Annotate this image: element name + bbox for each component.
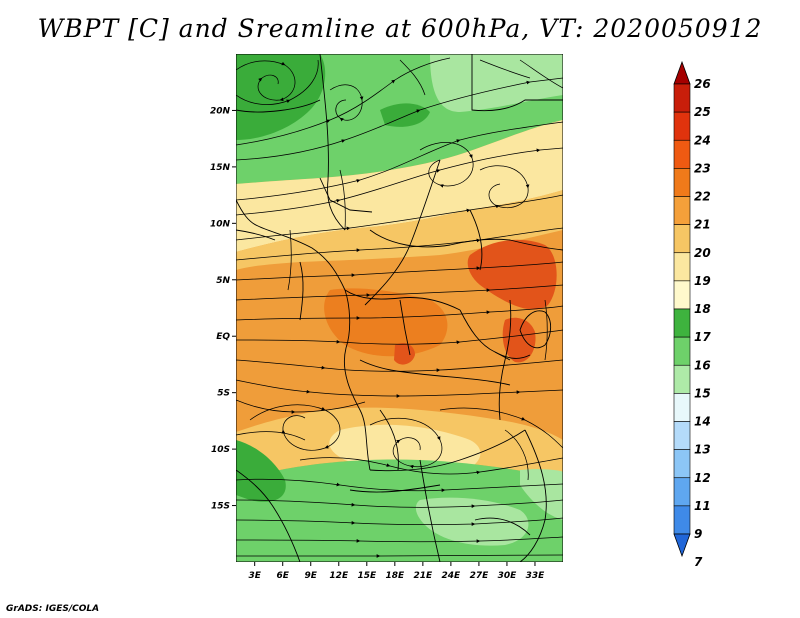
lat-tick-label: 10N [210,219,231,229]
lon-tick-label: 24E [442,571,462,581]
wbpt-core-red-lake [502,317,536,363]
lon-tick-label: 6E [277,571,290,581]
colorbar-swatch [673,168,691,197]
colorbar-label: 25 [694,105,711,119]
lon-tick-label: 30E [498,571,518,581]
colorbar-swatch [673,364,691,394]
lat-tick-label: 15N [210,163,231,173]
map-title: WBPT [C] and Sreamline at 600hPa, VT: 20… [37,14,763,43]
colorbar-label: 22 [694,190,711,204]
longitude-axis: 3E 6E 9E 12E 15E 18E 21E 24E 27E 30E 33E [248,562,545,581]
lat-tick-label: 20N [210,106,231,116]
colorbar-swatch [673,139,691,169]
credit-text: GrADS: IGES/COLA [6,604,100,614]
lat-tick-label: 5N [216,276,230,286]
colorbar-label: 16 [694,358,711,372]
colorbar-label: 26 [694,77,711,91]
lat-tick-label: EQ [216,332,230,342]
wbpt-core-red-central [324,288,448,357]
colorbar-swatch [673,224,691,254]
lon-tick-label: 27E [470,571,490,581]
colorbar-label: 19 [694,274,711,288]
colorbar-swatch [673,280,691,310]
colorbar-label: 7 [694,555,703,569]
streamlines [236,57,563,558]
colorbar-label: 18 [694,302,711,316]
colorbar-swatch [673,449,691,479]
lon-tick-label: 3E [248,571,261,581]
lon-tick-label: 12E [329,571,349,581]
lon-tick-label: 9E [305,571,318,581]
wbpt-band-green-light-se [520,469,563,520]
colorbar-label: 20 [694,246,711,260]
colorbar-swatch [673,252,691,282]
lat-tick-label: 10S [211,445,230,455]
colorbar-label: 23 [694,161,711,175]
lon-tick-label: 33E [526,571,546,581]
colorbar-bottom-triangle [673,533,691,558]
colorbar-label: 13 [694,443,711,457]
colorbar-label: 14 [694,415,711,429]
colorbar-swatch [673,393,691,422]
lat-tick-label: 5S [217,389,230,399]
wbpt-core-red-spot [394,343,415,365]
colorbar-label: 9 [694,527,702,541]
colorbar-swatch [673,336,691,366]
lon-tick-label: 18E [385,571,405,581]
colorbar-swatch [673,421,691,450]
colorbar-top-triangle [673,60,691,85]
latitude-axis: 20N 15N 10N 5N EQ 5S 10S 15S [210,106,236,512]
colorbar-label: 17 [694,330,711,344]
map-panel [236,54,563,562]
colorbar-label: 12 [694,471,711,485]
colorbar-swatch [673,111,691,141]
lon-tick-label: 21E [414,571,434,581]
colorbar-swatch [673,477,691,507]
wbpt-band-green-dark-sw [236,440,286,502]
colorbar-label: 21 [694,218,711,232]
lat-tick-label: 15S [211,502,230,512]
colorbar-swatch [673,196,691,225]
colorbar-swatch [673,505,691,535]
colorbar-swatch [673,308,691,338]
colorbar-label: 11 [694,499,711,513]
colorbar-label: 15 [694,386,711,400]
colorbar: 26 25 24 23 22 21 20 19 18 17 16 15 14 13 12 11 9 7 [673,60,711,569]
colorbar-label: 24 [694,133,711,147]
lon-tick-label: 15E [357,571,377,581]
colorbar-swatch [673,83,691,113]
